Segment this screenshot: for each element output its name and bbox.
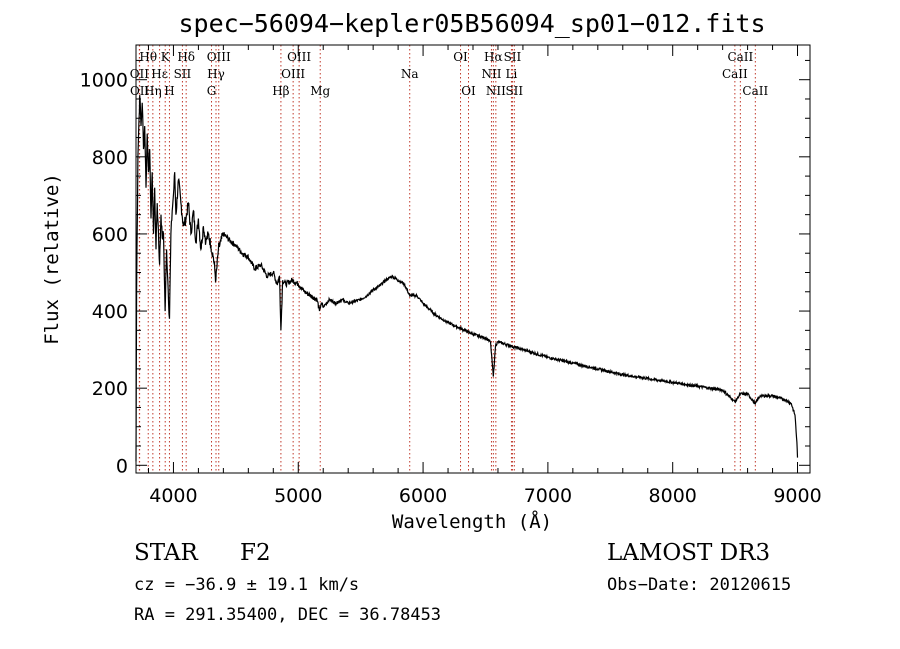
x-tick-label: 6000 <box>399 485 447 507</box>
spectral-line-label: Li <box>506 67 518 81</box>
spectral-subclass: F2 <box>240 540 271 566</box>
spectral-line-label: Hα <box>484 50 503 64</box>
spectral-line-label: Hη <box>144 84 162 98</box>
spectral-line-label: NII <box>481 67 501 81</box>
spectral-line-label: OI <box>461 84 476 98</box>
spectral-line-label: CaII <box>727 50 753 64</box>
y-tick-label: 400 <box>92 301 128 323</box>
spectral-line-label: SII <box>174 67 192 81</box>
flux-series-line <box>135 95 799 462</box>
spectral-line-label: CaII <box>722 67 748 81</box>
x-axis: 4000 5000 6000 7000 8000 9000 <box>147 45 822 507</box>
x-tick-label: 8000 <box>649 485 697 507</box>
x-tick-label: 9000 <box>773 485 821 507</box>
y-tick-label: 1000 <box>80 70 128 92</box>
plot-frame <box>135 44 811 474</box>
spectral-line-label: Mg <box>310 84 330 98</box>
y-tick-label: 200 <box>92 378 128 400</box>
x-tick-label: 4000 <box>149 485 197 507</box>
spectral-line-label: Hδ <box>177 50 195 64</box>
spectral-line-label: H <box>164 84 174 98</box>
spectral-line-label: G <box>207 84 217 98</box>
spectral-line-label: SII <box>504 50 522 64</box>
spectral-line-label: OIII <box>281 67 305 81</box>
spectral-line-label: OIII <box>207 50 231 64</box>
spectral-line-label: NII <box>486 84 506 98</box>
spectral-line-label: Hε <box>151 67 168 81</box>
y-axis: 0 200 400 600 800 1000 <box>80 59 810 477</box>
x-tick-label: 5000 <box>274 485 322 507</box>
spectral-line-label: OII <box>130 67 150 81</box>
y-tick-label: 600 <box>92 224 128 246</box>
x-axis-label: Wavelength (Å) <box>392 510 552 533</box>
survey-name: LAMOST DR3 <box>607 540 770 566</box>
spectral-line-label: Hθ <box>139 50 157 64</box>
object-class: STAR <box>134 540 198 566</box>
spectral-line-markers <box>138 45 756 473</box>
spectral-line-label: CaII <box>742 84 768 98</box>
spectral-line-label: K <box>161 50 171 64</box>
observation-date: Obs−Date: 20120615 <box>607 575 791 595</box>
spectral-line-label: SII <box>505 84 523 98</box>
spectral-line-label: OIII <box>287 50 311 64</box>
spectral-line-label: OII <box>130 84 150 98</box>
y-tick-label: 800 <box>92 147 128 169</box>
redshift-cz: cz = −36.9 ± 19.1 km/s <box>134 575 359 595</box>
x-tick-label: 7000 <box>524 485 572 507</box>
chart-title: spec−56094−kepler05B56094_sp01−012.fits <box>179 9 766 38</box>
y-tick-label: 0 <box>116 455 128 477</box>
spectral-line-label: Hβ <box>272 84 289 98</box>
y-axis-label: Flux (relative) <box>41 173 63 345</box>
spectral-line-label: OI <box>453 50 468 64</box>
spectral-line-label: Hγ <box>207 67 225 81</box>
sky-coordinates: RA = 291.35400, DEC = 36.78453 <box>134 605 441 625</box>
spectral-line-label: Na <box>401 67 419 81</box>
